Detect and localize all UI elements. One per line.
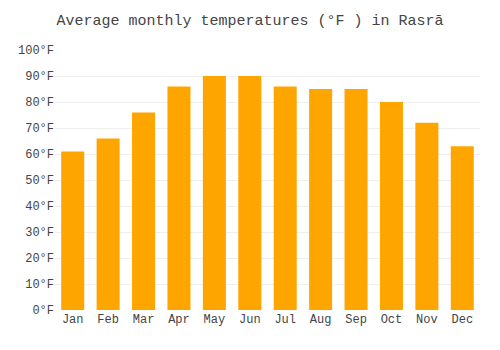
svg-text:80°F: 80°F <box>25 96 54 110</box>
svg-text:Mar: Mar <box>133 313 155 327</box>
svg-text:May: May <box>204 313 226 327</box>
svg-text:20°F: 20°F <box>25 252 54 266</box>
svg-text:Oct: Oct <box>381 313 403 327</box>
svg-text:90°F: 90°F <box>25 70 54 84</box>
svg-text:Feb: Feb <box>97 313 119 327</box>
svg-text:30°F: 30°F <box>25 226 54 240</box>
svg-text:70°F: 70°F <box>25 122 54 136</box>
svg-text:40°F: 40°F <box>25 200 54 214</box>
svg-text:60°F: 60°F <box>25 148 54 162</box>
svg-text:Jul: Jul <box>274 313 296 327</box>
svg-text:Dec: Dec <box>451 313 473 327</box>
svg-text:0°F: 0°F <box>32 304 54 318</box>
svg-text:Sep: Sep <box>345 313 367 327</box>
svg-text:Average monthly temperatures (: Average monthly temperatures (°F ) in Ra… <box>56 13 443 30</box>
svg-text:10°F: 10°F <box>25 278 54 292</box>
svg-text:Aug: Aug <box>310 313 332 327</box>
svg-text:50°F: 50°F <box>25 174 54 188</box>
svg-text:Jan: Jan <box>62 313 84 327</box>
svg-text:Apr: Apr <box>168 313 190 327</box>
svg-text:Nov: Nov <box>416 313 438 327</box>
svg-text:Jun: Jun <box>239 313 261 327</box>
svg-text:100°F: 100°F <box>18 44 54 58</box>
